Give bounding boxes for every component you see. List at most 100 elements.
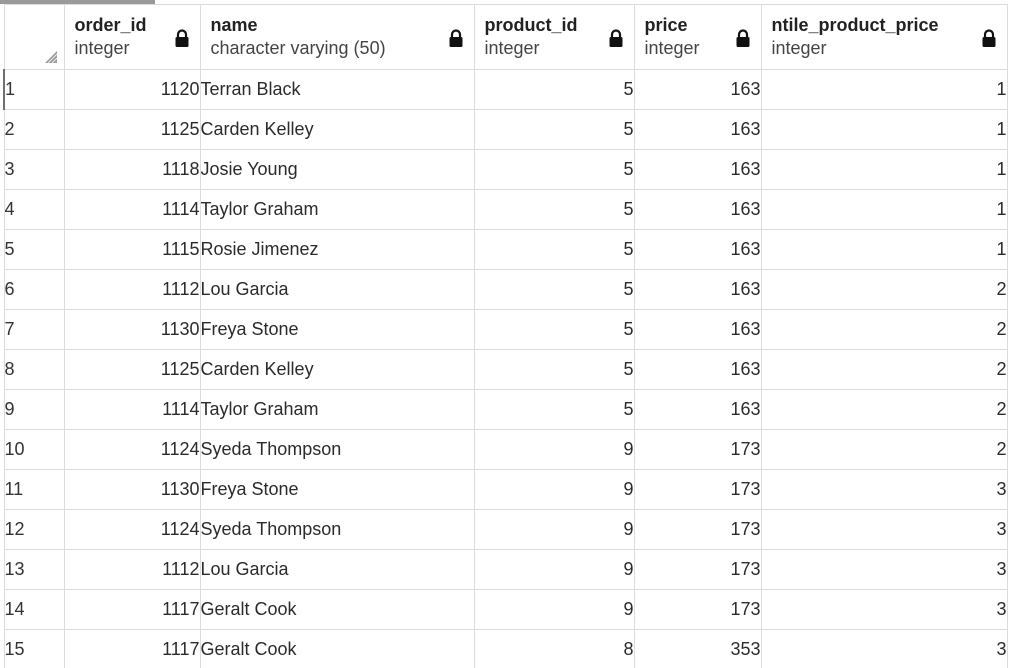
table-row[interactable]: 9 1114 Taylor Graham 5 163 2 — [3, 389, 1008, 430]
cell-name[interactable]: Carden Kelley — [199, 109, 475, 150]
cell-product-id[interactable]: 8 — [473, 629, 635, 668]
cell-price[interactable]: 163 — [633, 109, 762, 150]
cell-product-id[interactable]: 5 — [473, 189, 635, 230]
column-header-order-id[interactable]: order_id integer — [63, 4, 201, 70]
cell-price[interactable]: 173 — [633, 589, 762, 630]
cell-price[interactable]: 163 — [633, 189, 762, 230]
row-number[interactable]: 12 — [3, 509, 65, 550]
cell-product-id[interactable]: 5 — [473, 309, 635, 350]
table-row[interactable]: 10 1124 Syeda Thompson 9 173 2 — [3, 429, 1008, 470]
row-number[interactable]: 13 — [3, 549, 65, 590]
cell-product-id[interactable]: 5 — [473, 229, 635, 270]
cell-product-id[interactable]: 9 — [473, 549, 635, 590]
cell-product-id[interactable]: 5 — [473, 109, 635, 150]
cell-order-id[interactable]: 1112 — [63, 269, 201, 310]
cell-order-id[interactable]: 1125 — [63, 109, 201, 150]
cell-name[interactable]: Taylor Graham — [199, 389, 475, 430]
cell-ntile-product-price[interactable]: 3 — [760, 549, 1008, 590]
cell-order-id[interactable]: 1124 — [63, 429, 201, 470]
cell-product-id[interactable]: 5 — [473, 269, 635, 310]
cell-ntile-product-price[interactable]: 1 — [760, 149, 1008, 190]
cell-order-id[interactable]: 1114 — [63, 389, 201, 430]
cell-price[interactable]: 353 — [633, 629, 762, 668]
cell-ntile-product-price[interactable]: 1 — [760, 109, 1008, 150]
cell-ntile-product-price[interactable]: 2 — [760, 309, 1008, 350]
cell-ntile-product-price[interactable]: 2 — [760, 429, 1008, 470]
select-all-corner[interactable] — [3, 4, 65, 70]
cell-name[interactable]: Lou Garcia — [199, 549, 475, 590]
row-number[interactable]: 11 — [3, 469, 65, 510]
cell-ntile-product-price[interactable]: 2 — [760, 389, 1008, 430]
row-number[interactable]: 15 — [3, 629, 65, 668]
cell-product-id[interactable]: 5 — [473, 69, 635, 110]
cell-price[interactable]: 173 — [633, 429, 762, 470]
cell-order-id[interactable]: 1124 — [63, 509, 201, 550]
table-row[interactable]: 11 1130 Freya Stone 9 173 3 — [3, 469, 1008, 510]
table-row[interactable]: 15 1117 Geralt Cook 8 353 3 — [3, 629, 1008, 668]
cell-price[interactable]: 173 — [633, 469, 762, 510]
row-number[interactable]: 3 — [3, 149, 65, 190]
cell-ntile-product-price[interactable]: 3 — [760, 469, 1008, 510]
cell-price[interactable]: 163 — [633, 349, 762, 390]
cell-ntile-product-price[interactable]: 2 — [760, 349, 1008, 390]
column-header-name[interactable]: name character varying (50) — [199, 4, 475, 70]
cell-order-id[interactable]: 1118 — [63, 149, 201, 190]
cell-order-id[interactable]: 1120 — [63, 69, 201, 110]
table-row[interactable]: 13 1112 Lou Garcia 9 173 3 — [3, 549, 1008, 590]
cell-product-id[interactable]: 9 — [473, 509, 635, 550]
cell-price[interactable]: 163 — [633, 389, 762, 430]
cell-ntile-product-price[interactable]: 3 — [760, 589, 1008, 630]
cell-name[interactable]: Geralt Cook — [199, 629, 475, 668]
cell-order-id[interactable]: 1125 — [63, 349, 201, 390]
cell-ntile-product-price[interactable]: 2 — [760, 269, 1008, 310]
cell-name[interactable]: Josie Young — [199, 149, 475, 190]
cell-ntile-product-price[interactable]: 1 — [760, 69, 1008, 110]
column-header-product-id[interactable]: product_id integer — [473, 4, 635, 70]
cell-name[interactable]: Syeda Thompson — [199, 429, 475, 470]
cell-name[interactable]: Terran Black — [199, 69, 475, 110]
table-row[interactable]: 6 1112 Lou Garcia 5 163 2 — [3, 269, 1008, 310]
cell-ntile-product-price[interactable]: 3 — [760, 509, 1008, 550]
cell-ntile-product-price[interactable]: 1 — [760, 189, 1008, 230]
table-row[interactable]: 12 1124 Syeda Thompson 9 173 3 — [3, 509, 1008, 550]
cell-product-id[interactable]: 9 — [473, 469, 635, 510]
cell-order-id[interactable]: 1112 — [63, 549, 201, 590]
cell-name[interactable]: Carden Kelley — [199, 349, 475, 390]
cell-order-id[interactable]: 1130 — [63, 469, 201, 510]
cell-product-id[interactable]: 9 — [473, 589, 635, 630]
cell-price[interactable]: 173 — [633, 549, 762, 590]
row-number[interactable]: 6 — [3, 269, 65, 310]
cell-price[interactable]: 163 — [633, 269, 762, 310]
cell-name[interactable]: Rosie Jimenez — [199, 229, 475, 270]
row-number[interactable]: 5 — [3, 229, 65, 270]
cell-name[interactable]: Syeda Thompson — [199, 509, 475, 550]
row-number[interactable]: 1 — [3, 69, 65, 110]
column-header-price[interactable]: price integer — [633, 4, 762, 70]
table-row[interactable]: 5 1115 Rosie Jimenez 5 163 1 — [3, 229, 1008, 270]
row-number[interactable]: 7 — [3, 309, 65, 350]
cell-product-id[interactable]: 5 — [473, 349, 635, 390]
cell-order-id[interactable]: 1117 — [63, 629, 201, 668]
cell-price[interactable]: 163 — [633, 229, 762, 270]
column-header-ntile-product-price[interactable]: ntile_product_price integer — [760, 4, 1008, 70]
table-row[interactable]: 4 1114 Taylor Graham 5 163 1 — [3, 189, 1008, 230]
cell-price[interactable]: 163 — [633, 69, 762, 110]
row-number[interactable]: 4 — [3, 189, 65, 230]
cell-order-id[interactable]: 1115 — [63, 229, 201, 270]
table-row[interactable]: 2 1125 Carden Kelley 5 163 1 — [3, 109, 1008, 150]
cell-name[interactable]: Geralt Cook — [199, 589, 475, 630]
cell-product-id[interactable]: 5 — [473, 149, 635, 190]
cell-ntile-product-price[interactable]: 1 — [760, 229, 1008, 270]
row-number[interactable]: 8 — [3, 349, 65, 390]
cell-price[interactable]: 173 — [633, 509, 762, 550]
row-number[interactable]: 14 — [3, 589, 65, 630]
row-number[interactable]: 9 — [3, 389, 65, 430]
cell-name[interactable]: Taylor Graham — [199, 189, 475, 230]
cell-product-id[interactable]: 5 — [473, 389, 635, 430]
table-row[interactable]: 8 1125 Carden Kelley 5 163 2 — [3, 349, 1008, 390]
cell-ntile-product-price[interactable]: 3 — [760, 629, 1008, 668]
cell-price[interactable]: 163 — [633, 309, 762, 350]
table-row[interactable]: 3 1118 Josie Young 5 163 1 — [3, 149, 1008, 190]
cell-name[interactable]: Freya Stone — [199, 309, 475, 350]
cell-price[interactable]: 163 — [633, 149, 762, 190]
